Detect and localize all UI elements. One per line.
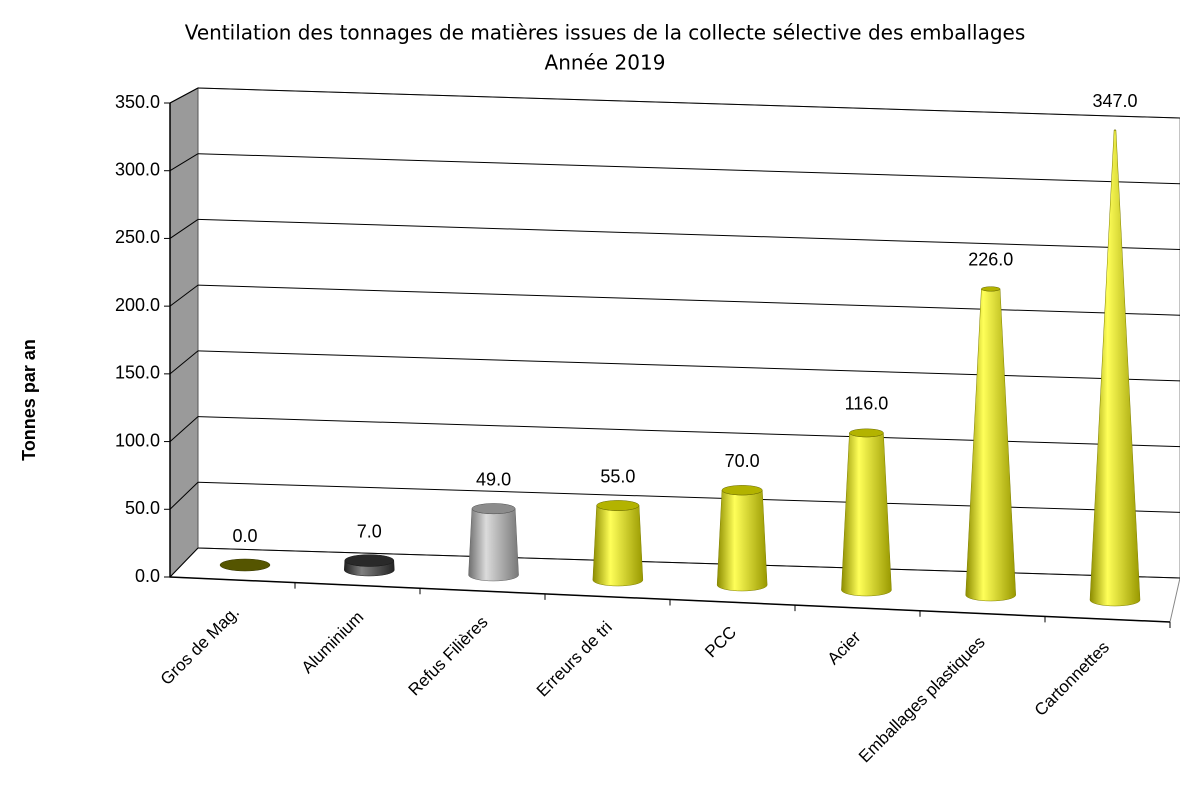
cone (220, 559, 270, 571)
value-label: 7.0 (357, 521, 382, 541)
side-wall (170, 88, 198, 577)
y-tick-label: 0.0 (135, 566, 160, 586)
y-axis-label: Tonnes par an (19, 339, 39, 461)
cone-body (717, 490, 767, 591)
cone-top (220, 559, 270, 571)
y-tick-label: 250.0 (115, 227, 160, 247)
cone-body (469, 509, 519, 581)
value-label: 226.0 (968, 250, 1013, 270)
cone-top (722, 485, 762, 495)
chart-subtitle: Année 2019 (545, 51, 666, 75)
value-label: 70.0 (725, 451, 760, 471)
x-tick-label: Acier (824, 627, 865, 668)
cone (469, 503, 519, 581)
value-label: 49.0 (476, 469, 511, 489)
x-tick-label: Emballages plastiques (855, 633, 989, 767)
y-tick-label: 300.0 (115, 159, 160, 179)
cone (344, 555, 394, 576)
value-label: 116.0 (845, 394, 889, 414)
cone-top (597, 500, 639, 510)
y-tick-label: 50.0 (125, 498, 160, 518)
back-wall (198, 88, 1180, 578)
y-tick-label: 350.0 (115, 92, 160, 112)
cone-top (849, 429, 883, 437)
x-tick-label: Gros de Mag. (157, 603, 243, 689)
x-tick-label: Cartonnettes (1031, 638, 1113, 720)
value-label: 347.0 (1092, 91, 1137, 111)
y-tick-label: 100.0 (115, 430, 160, 450)
chart-title: Ventilation des tonnages de matières iss… (185, 21, 1026, 45)
cone (593, 500, 643, 586)
x-tick-label: Aluminium (298, 608, 368, 678)
cone-body (841, 433, 891, 596)
cone-body (593, 506, 643, 586)
x-tick-label: Erreurs de tri (533, 618, 616, 701)
value-label: 55.0 (600, 466, 635, 486)
x-tick-label: PCC (701, 623, 740, 662)
y-tick-label: 150.0 (115, 363, 160, 383)
cone (841, 429, 891, 596)
value-label: 0.0 (232, 526, 257, 546)
cone-top (345, 555, 394, 567)
cone (717, 485, 767, 591)
y-tick-label: 200.0 (115, 295, 160, 315)
x-tick-label: Refus Filières (405, 613, 492, 700)
cone-top (472, 503, 515, 513)
cone-top (981, 287, 1000, 291)
